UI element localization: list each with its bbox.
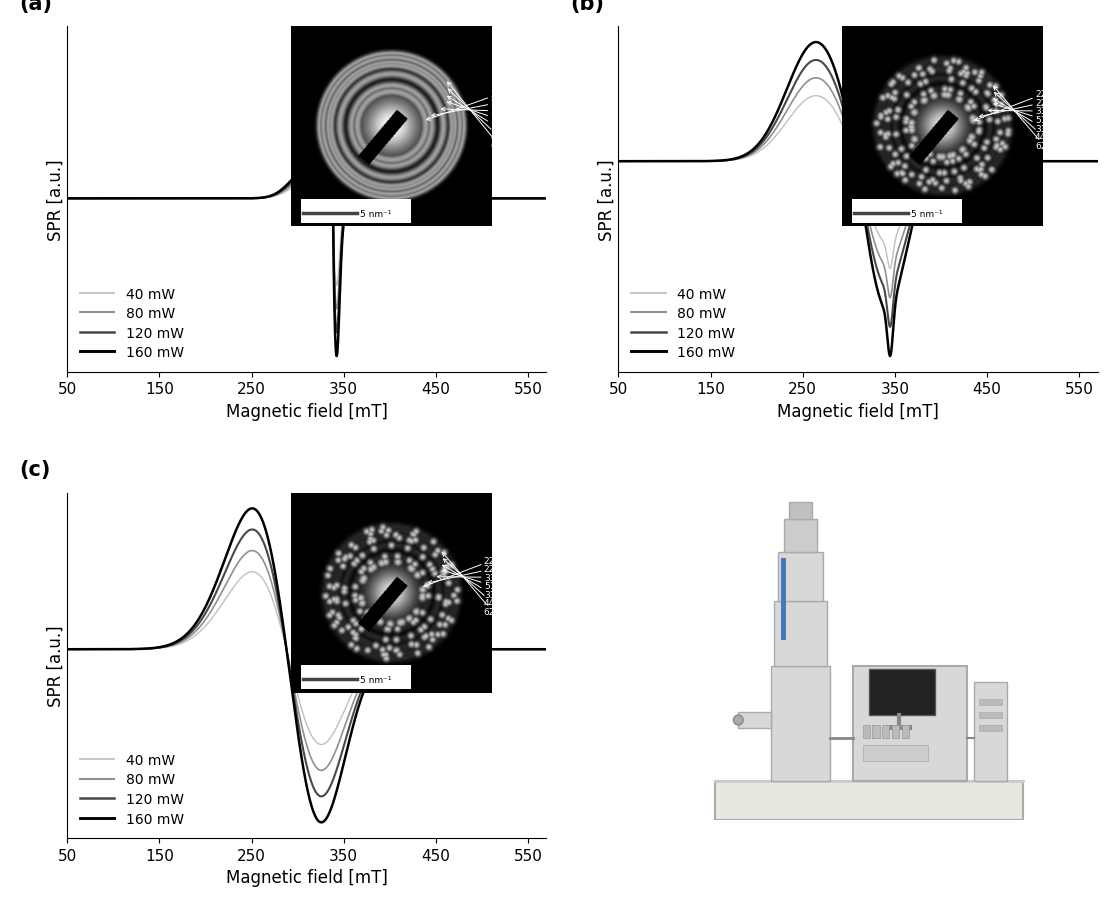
Legend: 40 mW, 80 mW, 120 mW, 160 mW: 40 mW, 80 mW, 120 mW, 160 mW bbox=[74, 281, 189, 365]
Bar bbox=[716, 781, 1023, 820]
Text: 331: 331 bbox=[441, 107, 507, 117]
Circle shape bbox=[734, 715, 744, 725]
Text: 442: 442 bbox=[444, 559, 501, 608]
Text: 333: 333 bbox=[442, 566, 501, 599]
Legend: 40 mW, 80 mW, 120 mW, 160 mW: 40 mW, 80 mW, 120 mW, 160 mW bbox=[74, 748, 189, 831]
Bar bbox=[777, 552, 823, 601]
Text: 442: 442 bbox=[995, 94, 1052, 142]
Text: (c): (c) bbox=[19, 459, 50, 479]
Text: 442: 442 bbox=[448, 90, 507, 142]
X-axis label: Magnetic field [mT]: Magnetic field [mT] bbox=[226, 403, 388, 421]
X-axis label: Magnetic field [mT]: Magnetic field [mT] bbox=[226, 868, 388, 886]
Text: 222: 222 bbox=[432, 99, 507, 118]
Bar bbox=[902, 725, 909, 738]
Text: (a): (a) bbox=[19, 0, 53, 14]
Bar bbox=[979, 699, 1001, 705]
Text: 220: 220 bbox=[423, 556, 501, 588]
Text: 511: 511 bbox=[995, 104, 1053, 125]
Text: 222: 222 bbox=[429, 565, 501, 584]
Text: 333: 333 bbox=[448, 97, 507, 133]
Text: 333: 333 bbox=[993, 100, 1053, 133]
X-axis label: Magnetic field [mT]: Magnetic field [mT] bbox=[777, 403, 939, 421]
Text: 511: 511 bbox=[444, 570, 501, 590]
Bar bbox=[784, 519, 816, 552]
Bar bbox=[892, 725, 899, 738]
Text: 5 nm⁻¹: 5 nm⁻¹ bbox=[360, 675, 391, 684]
Bar bbox=[886, 725, 912, 730]
Text: 620: 620 bbox=[448, 83, 507, 150]
Bar bbox=[300, 200, 411, 223]
Bar bbox=[862, 725, 870, 738]
Bar bbox=[872, 725, 879, 738]
Text: 5 nm⁻¹: 5 nm⁻¹ bbox=[911, 210, 942, 219]
Text: 331: 331 bbox=[438, 573, 501, 582]
Text: 222: 222 bbox=[980, 99, 1052, 118]
Text: (b): (b) bbox=[570, 0, 605, 14]
Text: 220: 220 bbox=[427, 90, 507, 121]
Bar bbox=[883, 725, 889, 738]
Bar bbox=[974, 682, 1007, 781]
Y-axis label: SPR [a.u.]: SPR [a.u.] bbox=[46, 159, 65, 241]
Legend: 40 mW, 80 mW, 120 mW, 160 mW: 40 mW, 80 mW, 120 mW, 160 mW bbox=[625, 281, 740, 365]
Text: 620: 620 bbox=[442, 553, 501, 616]
Bar bbox=[781, 558, 786, 640]
Text: 220: 220 bbox=[974, 90, 1052, 121]
Bar bbox=[774, 601, 827, 666]
Bar bbox=[979, 725, 1001, 732]
Text: 5 nm⁻¹: 5 nm⁻¹ bbox=[360, 210, 391, 219]
Bar bbox=[979, 712, 1001, 719]
Y-axis label: SPR [a.u.]: SPR [a.u.] bbox=[598, 159, 616, 241]
Bar bbox=[771, 666, 830, 781]
Bar bbox=[738, 712, 771, 729]
Bar bbox=[862, 744, 928, 761]
Bar bbox=[300, 665, 411, 690]
Text: 331: 331 bbox=[989, 107, 1053, 117]
Bar bbox=[852, 666, 968, 781]
Bar bbox=[788, 503, 812, 519]
Bar bbox=[851, 200, 962, 223]
Text: 511: 511 bbox=[448, 102, 507, 125]
Bar bbox=[869, 670, 934, 715]
Y-axis label: SPR [a.u.]: SPR [a.u.] bbox=[46, 625, 65, 706]
Text: 620: 620 bbox=[993, 87, 1052, 150]
